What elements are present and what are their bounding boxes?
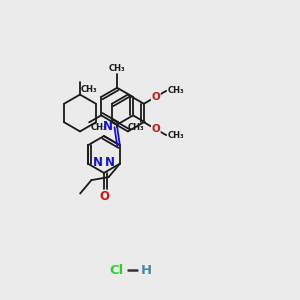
Text: CH₃: CH₃ <box>109 64 125 73</box>
Text: H: H <box>141 264 152 277</box>
Text: CH₃: CH₃ <box>90 123 107 132</box>
Text: O: O <box>99 190 109 203</box>
Text: O: O <box>152 124 160 134</box>
Text: CH₃: CH₃ <box>167 85 184 94</box>
Text: CH₃: CH₃ <box>81 85 98 94</box>
Text: N: N <box>93 156 103 169</box>
Text: Cl: Cl <box>109 264 123 277</box>
Text: CH₃: CH₃ <box>127 123 144 132</box>
Text: O: O <box>152 92 160 102</box>
Text: CH₃: CH₃ <box>167 131 184 140</box>
Text: N: N <box>103 120 113 133</box>
Text: N: N <box>105 156 115 169</box>
